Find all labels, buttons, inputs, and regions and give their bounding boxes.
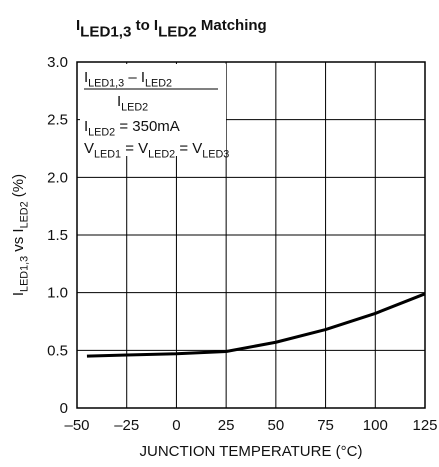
text-part: LED2 (148, 149, 175, 161)
text-part: V (84, 140, 94, 157)
text-part: = V (121, 140, 148, 157)
annotation-background (80, 64, 226, 156)
text-part: I (10, 292, 27, 296)
annotation: ILED1,3 – ILED2 (84, 69, 172, 90)
text-part: I (84, 69, 88, 86)
text-part: vs I (10, 228, 27, 256)
data-line (86, 292, 426, 358)
text-part: LED2 (145, 78, 172, 90)
text-part: LED3 (202, 149, 229, 161)
y-tick-label: 1.0 (47, 285, 68, 302)
y-tick-label: 2.0 (47, 169, 68, 186)
y-tick-label: 0.5 (47, 342, 68, 359)
text-part: LED2 (158, 23, 197, 40)
text-part: (%) (10, 174, 27, 202)
text-part: LED2 (19, 201, 31, 228)
text-part: I (76, 17, 80, 34)
x-tick-label: –50 (64, 417, 89, 434)
x-tick-label: 125 (412, 417, 437, 434)
x-tick-label: 75 (317, 417, 334, 434)
y-axis-label: ILED1,3 vs ILED2 (%) (10, 174, 31, 296)
text-part: LED2 (88, 127, 115, 139)
text-part: Matching (197, 17, 267, 34)
text-part: LED1,3 (19, 256, 31, 292)
text-part: I (117, 93, 121, 110)
y-tick-label: 0 (60, 400, 68, 417)
text-part: LED1 (94, 149, 121, 161)
annotation: ILED2 (117, 93, 148, 114)
chart-title: ILED1,3 to ILED2 Matching (76, 17, 267, 40)
x-tick-label: 50 (268, 417, 285, 434)
text-part: LED1,3 (80, 23, 131, 40)
text-part: = V (175, 140, 202, 157)
x-tick-label: 100 (363, 417, 388, 434)
x-tick-label: 0 (172, 417, 180, 434)
text-part: = 350mA (115, 118, 180, 135)
x-tick-label: 25 (218, 417, 235, 434)
y-tick-label: 2.5 (47, 112, 68, 129)
annotation: ILED2 = 350mA (84, 118, 180, 139)
text-part: LED1,3 (88, 78, 124, 90)
text-part: to I (131, 17, 158, 34)
y-tick-label: 3.0 (47, 54, 68, 71)
text-part: I (84, 118, 88, 135)
text-part: – I (124, 69, 145, 86)
annotation: VLED1 = VLED2 = VLED3 (84, 140, 229, 161)
x-tick-label: –25 (114, 417, 139, 434)
y-tick-label: 1.5 (47, 227, 68, 244)
text-part: LED2 (121, 102, 148, 114)
x-axis-label: JUNCTION TEMPERATURE (°C) (140, 443, 363, 460)
